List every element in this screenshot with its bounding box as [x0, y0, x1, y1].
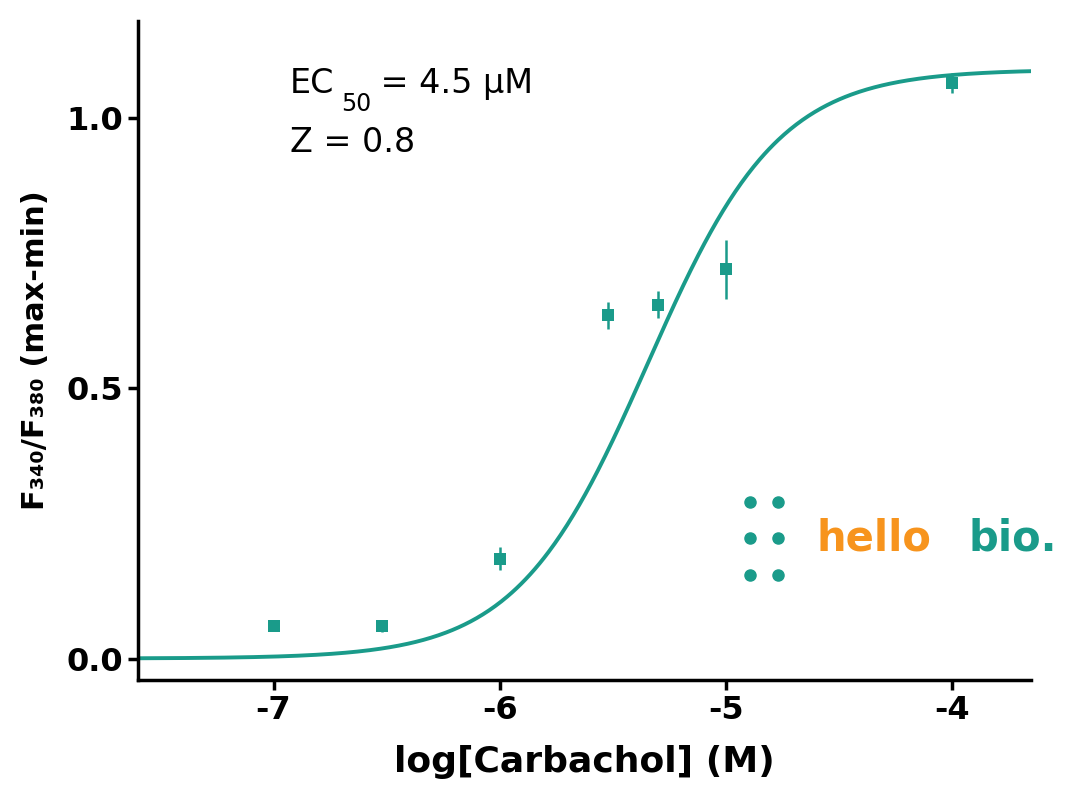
Text: EC: EC	[290, 67, 334, 100]
Text: 50: 50	[341, 93, 371, 117]
Text: bio.: bio.	[968, 518, 1057, 559]
X-axis label: log[Carbachol] (M): log[Carbachol] (M)	[394, 745, 775, 779]
Y-axis label: F₃₄₀/F₃₈₀ (max-min): F₃₄₀/F₃₈₀ (max-min)	[21, 190, 50, 510]
Text: = 4.5 μM: = 4.5 μM	[370, 67, 533, 100]
Text: hello: hello	[817, 518, 932, 559]
Text: Z = 0.8: Z = 0.8	[290, 126, 414, 159]
